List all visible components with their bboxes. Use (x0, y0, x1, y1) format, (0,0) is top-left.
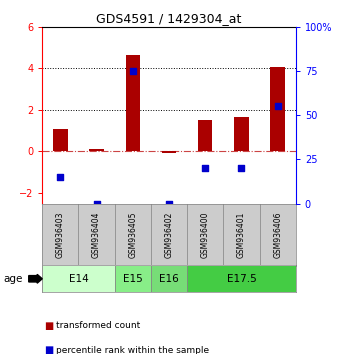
Bar (198, 120, 213, 152)
Point (202, 165, 208, 171)
Text: E15: E15 (123, 274, 143, 284)
Text: E14: E14 (69, 274, 88, 284)
Text: percentile rank within the sample: percentile rank within the sample (56, 346, 209, 354)
Text: E16: E16 (159, 274, 179, 284)
Text: E17.5: E17.5 (226, 274, 256, 284)
Text: GSM936404: GSM936404 (92, 211, 101, 258)
Text: GSM936400: GSM936400 (201, 211, 210, 258)
Point (130, 68, 136, 74)
Bar (115, 266, 151, 292)
Bar (151, 266, 187, 292)
Bar (187, 266, 296, 292)
Bar (53, 129, 68, 152)
Bar (125, 55, 140, 152)
Point (58, 174, 63, 180)
Text: GSM936401: GSM936401 (237, 211, 246, 258)
Point (239, 165, 244, 171)
Text: GSM936402: GSM936402 (165, 211, 173, 258)
Text: age: age (3, 274, 23, 284)
Text: GSM936405: GSM936405 (128, 211, 137, 258)
Text: GSM936403: GSM936403 (56, 211, 65, 258)
Text: ■: ■ (44, 321, 53, 331)
Point (275, 103, 280, 109)
Point (94, 201, 99, 206)
Text: transformed count: transformed count (56, 321, 140, 330)
Text: GSM936406: GSM936406 (273, 211, 282, 258)
Bar (270, 67, 285, 152)
Bar (162, 152, 176, 153)
Bar (42, 266, 115, 292)
Title: GDS4591 / 1429304_at: GDS4591 / 1429304_at (96, 12, 242, 25)
Text: ■: ■ (44, 346, 53, 354)
Point (166, 201, 172, 206)
Bar (89, 149, 104, 152)
Bar (234, 117, 249, 152)
